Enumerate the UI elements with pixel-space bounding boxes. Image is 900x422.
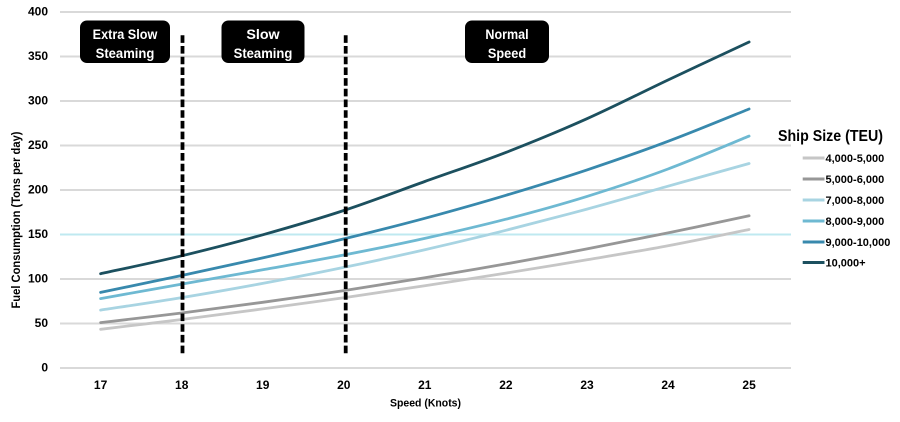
svg-text:400: 400 (28, 5, 48, 19)
svg-text:250: 250 (28, 138, 48, 152)
svg-text:8,000-9,000: 8,000-9,000 (826, 216, 885, 228)
svg-text:100: 100 (28, 272, 48, 286)
svg-text:20: 20 (337, 378, 351, 392)
svg-text:7,000-8,000: 7,000-8,000 (826, 195, 885, 207)
svg-text:350: 350 (28, 49, 48, 63)
svg-text:0: 0 (41, 361, 48, 375)
svg-text:23: 23 (580, 378, 594, 392)
svg-text:Normal: Normal (485, 26, 528, 42)
svg-text:Fuel Consumption (Tons per day: Fuel Consumption (Tons per day) (9, 132, 23, 309)
svg-text:50: 50 (35, 316, 49, 330)
svg-text:150: 150 (28, 227, 48, 241)
svg-text:25: 25 (742, 378, 756, 392)
svg-text:17: 17 (94, 378, 108, 392)
svg-text:Steaming: Steaming (234, 45, 293, 61)
svg-text:18: 18 (175, 378, 189, 392)
svg-text:Speed: Speed (488, 45, 526, 61)
svg-text:22: 22 (499, 378, 513, 392)
svg-text:9,000-10,000: 9,000-10,000 (826, 237, 891, 249)
svg-text:Extra Slow: Extra Slow (93, 26, 158, 42)
svg-text:Speed (Knots): Speed (Knots) (390, 398, 461, 410)
svg-text:4,000-5,000: 4,000-5,000 (826, 153, 885, 165)
svg-text:10,000+: 10,000+ (826, 258, 866, 270)
svg-text:Steaming: Steaming (96, 45, 155, 61)
svg-text:200: 200 (28, 183, 48, 197)
svg-text:21: 21 (418, 378, 432, 392)
svg-text:Slow: Slow (246, 26, 279, 42)
svg-text:5,000-6,000: 5,000-6,000 (826, 174, 885, 186)
svg-text:300: 300 (28, 94, 48, 108)
svg-text:24: 24 (661, 378, 675, 392)
svg-text:19: 19 (256, 378, 270, 392)
svg-text:Ship Size (TEU): Ship Size (TEU) (778, 128, 883, 145)
